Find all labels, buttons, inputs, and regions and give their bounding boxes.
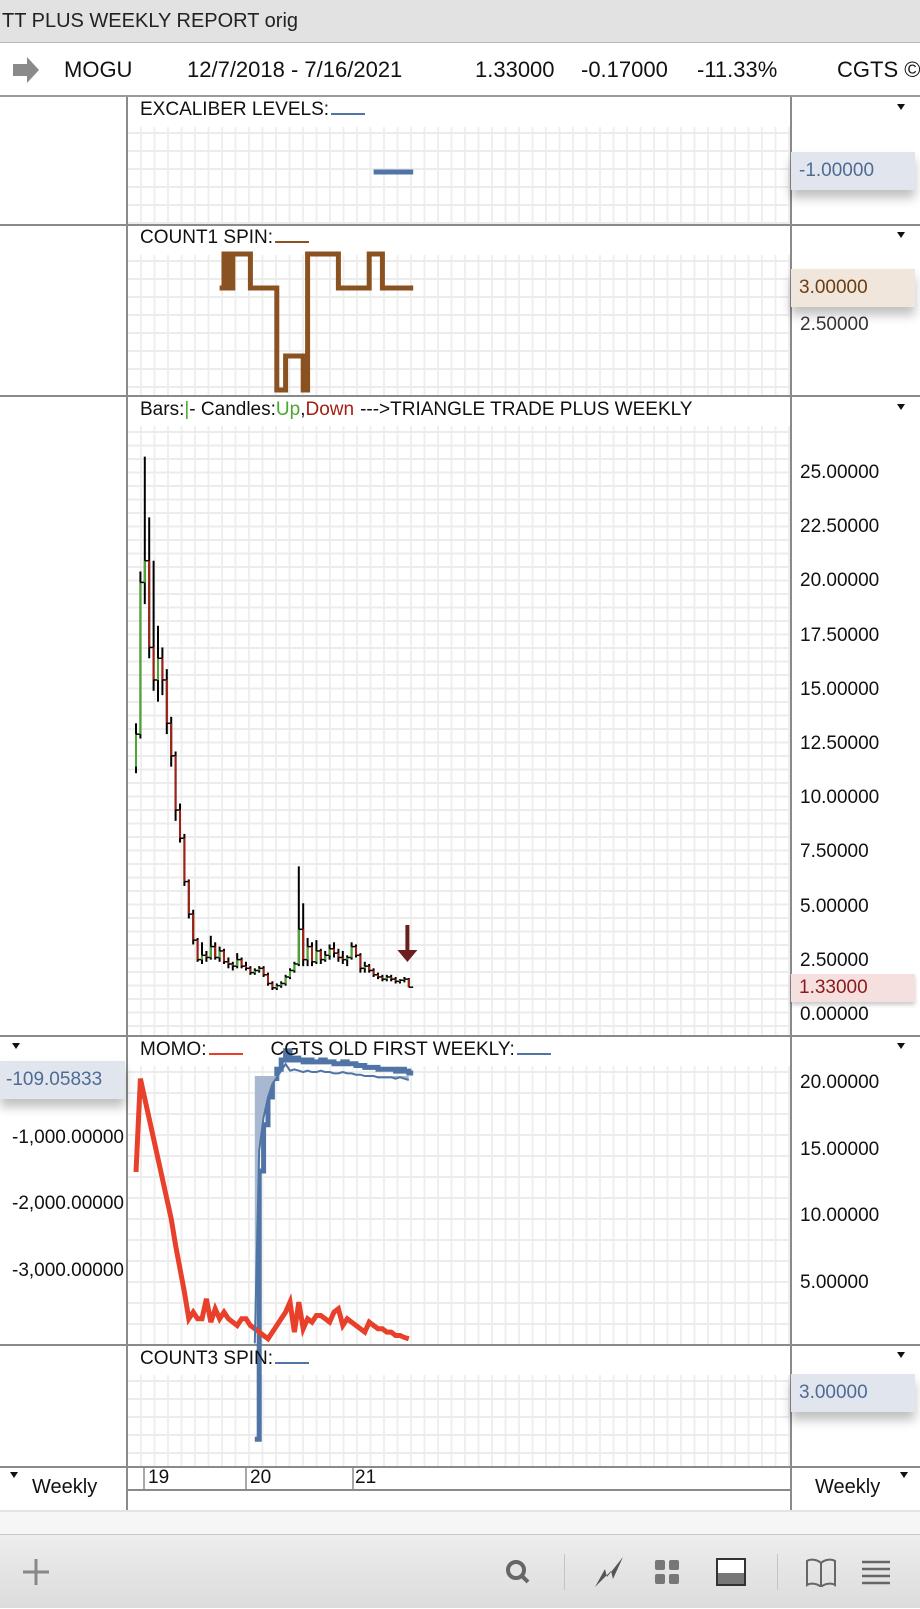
- excaliber-value-label: -1.00000: [791, 152, 915, 190]
- grid-icon[interactable]: [653, 1535, 681, 1609]
- date-range: 12/7/2018 - 7/16/2021: [187, 57, 403, 82]
- price-axis-tick: 12.50000: [800, 733, 880, 754]
- excaliber-title-text: EXCALIBER LEVELS:: [140, 99, 330, 120]
- time-label-2019: 19: [148, 1467, 170, 1488]
- price-axis-tick: 10.00000: [800, 787, 880, 809]
- pane-menu-icon[interactable]: [897, 104, 905, 110]
- bottom-toolbar: [0, 1534, 920, 1608]
- count1-value-label: 3.00000: [791, 269, 915, 307]
- toolbar-divider: [776, 1554, 778, 1590]
- cgts-axis-tick: 5.00000: [800, 1271, 869, 1293]
- book-icon[interactable]: [804, 1535, 838, 1609]
- price-axis-tick: 22.50000: [800, 516, 880, 538]
- pane-menu-icon[interactable]: [12, 1043, 20, 1049]
- momo-line: [133, 1078, 410, 1343]
- count3-title: COUNT3 SPIN:: [140, 1348, 310, 1370]
- right-period-selector[interactable]: Weekly: [815, 1476, 881, 1498]
- down-arrow-signal-icon: [397, 925, 418, 962]
- symbol-bar: MOGU 12/7/2018 - 7/16/2021 1.33000 -0.17…: [0, 43, 920, 97]
- cgts-axis-tick: 15.00000: [800, 1138, 880, 1160]
- symbol-name[interactable]: MOGU: [64, 57, 133, 82]
- window-title-bar: TT PLUS WEEKLY REPORT orig: [0, 0, 920, 43]
- price-axis-tick: 15.00000: [800, 678, 880, 700]
- price-title: Bars:|- Candles:Up,Down --->TRIANGLE TRAD…: [140, 399, 692, 421]
- time-label-2021: 21: [355, 1467, 377, 1488]
- down-label: Down: [305, 399, 355, 420]
- last-price: 1.33000: [475, 57, 555, 82]
- price-axis-tick: 25.00000: [800, 462, 880, 483]
- window-layout-icon[interactable]: [716, 1535, 746, 1609]
- bars-label: Bars:: [140, 399, 185, 420]
- right-arrow-icon[interactable]: [12, 43, 40, 95]
- cgts-axis-tick: 10.00000: [800, 1205, 880, 1226]
- toolbar-divider: [563, 1554, 565, 1590]
- count1-secondary-tick: 2.50000: [800, 314, 869, 335]
- drawing-icon[interactable]: [592, 1535, 626, 1609]
- left-period-selector[interactable]: Weekly: [32, 1476, 98, 1498]
- momo-value-label: -109.05833: [0, 1061, 125, 1099]
- period-menu-icon[interactable]: [10, 1472, 18, 1478]
- price-change: -0.17000: [581, 57, 668, 82]
- up-label: Up: [275, 399, 301, 420]
- price-axis-tick: 5.00000: [800, 895, 869, 917]
- pane-menu-icon[interactable]: [897, 1352, 905, 1358]
- menu-icon[interactable]: [860, 1535, 892, 1609]
- last-price-label: 1.33000: [791, 974, 915, 1002]
- excaliber-title: EXCALIBER LEVELS:: [140, 99, 366, 121]
- momo-axis-tick: -3,000.00000: [12, 1260, 124, 1282]
- price-axis-tick: 17.50000: [800, 624, 880, 646]
- cgts-title-text: CGTS OLD FIRST WEEKLY:: [270, 1039, 515, 1060]
- count1-line: [219, 251, 414, 393]
- count3-value-label: 3.00000: [791, 1374, 915, 1412]
- pane-menu-icon[interactable]: [897, 404, 905, 410]
- price-axis-tick: 20.00000: [800, 570, 880, 592]
- count3-legend-swatch: [275, 1350, 310, 1364]
- momo-title-text: MOMO:: [140, 1039, 207, 1060]
- count3-title-text: COUNT3 SPIN:: [140, 1348, 274, 1369]
- study-label: --->TRIANGLE TRADE PLUS WEEKLY: [360, 399, 693, 420]
- pane-menu-icon[interactable]: [897, 232, 905, 238]
- study-name: CGTS ©: [837, 57, 920, 82]
- momo-legend-swatch: [208, 1041, 243, 1055]
- comma: ,: [300, 399, 306, 420]
- count1-legend-swatch: [275, 229, 310, 243]
- price-axis-tick: 0.00000: [800, 1004, 869, 1025]
- momo-axis-tick: -2,000.00000: [12, 1193, 124, 1215]
- price-axis-tick: 7.50000: [800, 841, 869, 863]
- search-icon[interactable]: [502, 1535, 534, 1609]
- pane-menu-icon[interactable]: [897, 1043, 905, 1049]
- status-strip: [0, 1510, 920, 1534]
- price-change-pct: -11.33%: [697, 57, 778, 82]
- bar-glyph: |: [184, 399, 190, 420]
- candles-label: - Candles:: [189, 399, 276, 420]
- excaliber-legend-swatch: [331, 101, 366, 115]
- price-axis-tick: 2.50000: [800, 949, 869, 971]
- count3-line: [254, 1048, 414, 1442]
- cgts-legend-swatch: [516, 1041, 551, 1055]
- count1-title: COUNT1 SPIN:: [140, 227, 310, 249]
- cgts-axis-tick: 20.00000: [800, 1072, 880, 1093]
- count1-title-text: COUNT1 SPIN:: [140, 227, 274, 248]
- period-menu-icon[interactable]: [900, 1472, 908, 1478]
- momo-axis-tick: -1,000.00000: [12, 1126, 124, 1148]
- momo-title: MOMO: CGTS OLD FIRST WEEKLY:: [140, 1039, 551, 1061]
- window-title: TT PLUS WEEKLY REPORT orig: [2, 10, 299, 32]
- plus-icon[interactable]: [20, 1535, 52, 1609]
- cgts-line: [253, 1062, 410, 1344]
- time-label-2020: 20: [250, 1467, 272, 1488]
